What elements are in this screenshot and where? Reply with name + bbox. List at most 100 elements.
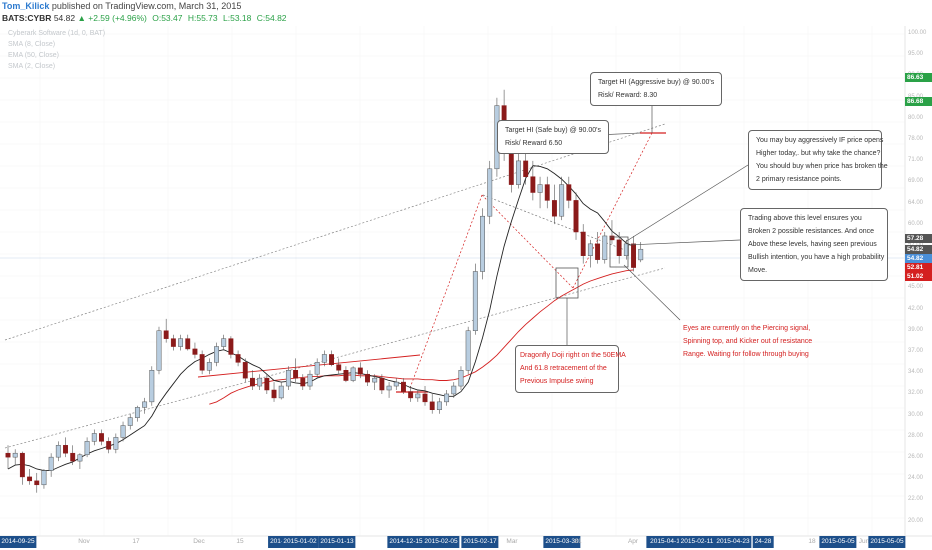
candle[interactable] [573,192,579,240]
candle[interactable] [595,232,601,264]
candle[interactable] [264,374,270,394]
candle[interactable] [336,358,342,375]
candle[interactable] [551,184,557,225]
candle[interactable] [544,176,550,209]
candle[interactable] [134,405,140,422]
legend-ema-50[interactable]: EMA (50, Close) [8,52,59,59]
candle[interactable] [393,378,399,390]
candle[interactable] [357,362,363,379]
candle[interactable] [271,382,277,402]
candle[interactable] [127,413,133,430]
candle[interactable] [530,160,536,201]
candle[interactable] [631,235,636,272]
candle[interactable] [185,334,191,351]
candle[interactable] [350,366,356,383]
candle[interactable] [120,421,126,442]
note-eyes-on-signal[interactable]: Eyes are currently on the Piercing signa… [683,322,812,361]
candle[interactable] [142,397,148,414]
candle[interactable] [84,437,90,458]
candle[interactable] [257,374,263,390]
candle[interactable] [214,342,219,367]
candle[interactable] [638,242,644,263]
candle[interactable] [285,366,291,390]
candle[interactable] [436,397,442,414]
candle[interactable] [329,350,335,367]
resistance-line[interactable] [482,194,626,251]
note-aggressive-target[interactable]: Target HI (Aggressive buy) @ 90.00's Ris… [590,72,723,106]
candle[interactable] [170,334,176,351]
candle[interactable] [487,160,493,225]
candle[interactable] [472,263,478,335]
candle[interactable] [444,390,450,406]
candle[interactable] [250,370,255,390]
candle[interactable] [580,224,586,264]
candle[interactable] [293,358,299,383]
candlestick-series[interactable] [5,89,644,493]
candle[interactable] [178,334,184,351]
candle[interactable] [415,390,421,402]
candle[interactable] [221,334,227,351]
note-dragonfly-doji[interactable]: Dragonfly Doji right on the 50EMA And 61… [515,345,626,393]
note-trading-above[interactable]: Trading above this level ensures you Bro… [740,208,888,281]
legend-symbol[interactable]: Cyberark Software (1d, 0, BAT) [8,30,106,37]
candle[interactable] [379,374,385,394]
sma-8-line[interactable] [7,165,634,472]
note-text: You should buy when price has broken the [756,163,888,170]
candle[interactable] [163,318,169,343]
candle[interactable] [465,326,471,375]
candle[interactable] [559,176,565,221]
candle[interactable] [365,370,370,387]
candle[interactable] [429,393,435,414]
candle-body-up [12,452,18,458]
candle[interactable] [401,378,406,394]
candle[interactable] [48,453,54,477]
candle[interactable] [300,374,306,390]
candle[interactable] [451,382,457,398]
candle[interactable] [99,429,104,446]
candle[interactable] [77,453,83,469]
candle[interactable] [106,437,112,454]
candle[interactable] [19,451,25,485]
candle[interactable] [587,239,593,268]
candle[interactable] [228,336,234,359]
note-buy-aggressively[interactable]: You may buy aggressively IF price opens … [748,130,888,190]
candle[interactable] [372,374,378,390]
candle[interactable] [70,445,76,466]
candle[interactable] [343,366,349,383]
candle[interactable] [408,386,414,402]
author-link[interactable]: Tom_Kilick [2,1,50,11]
candle[interactable] [307,370,313,390]
candle[interactable] [458,366,464,390]
candle[interactable] [242,358,248,383]
candle[interactable] [149,366,155,406]
ema-50-line[interactable] [209,269,634,405]
candle[interactable] [5,445,11,469]
candle[interactable] [192,342,198,359]
candle[interactable] [623,239,629,260]
legend-sma-8[interactable]: SMA (8, Close) [8,41,56,48]
candle[interactable] [537,176,543,209]
candle[interactable] [516,153,521,189]
candle[interactable] [386,382,392,398]
candle[interactable] [321,350,327,367]
candle[interactable] [91,429,97,446]
candle[interactable] [41,469,47,489]
candle[interactable] [34,472,40,493]
candle[interactable] [566,176,572,209]
candle[interactable] [27,469,33,485]
candle[interactable] [55,441,61,462]
candle[interactable] [235,350,241,367]
candle[interactable] [156,326,162,375]
candle[interactable] [480,208,485,280]
note-safe-target[interactable]: Target HI (Safe buy) @ 90.00's Risk/ Rew… [497,120,609,154]
candle[interactable] [314,358,320,379]
candle[interactable] [113,433,119,454]
candle[interactable] [12,449,18,466]
candle[interactable] [422,386,428,406]
candle[interactable] [63,437,68,458]
candle[interactable] [206,358,212,375]
candle[interactable] [278,382,284,400]
legend-sma-2[interactable]: SMA (2, Close) [8,63,56,70]
candle[interactable] [199,350,205,375]
candle[interactable] [602,232,608,264]
